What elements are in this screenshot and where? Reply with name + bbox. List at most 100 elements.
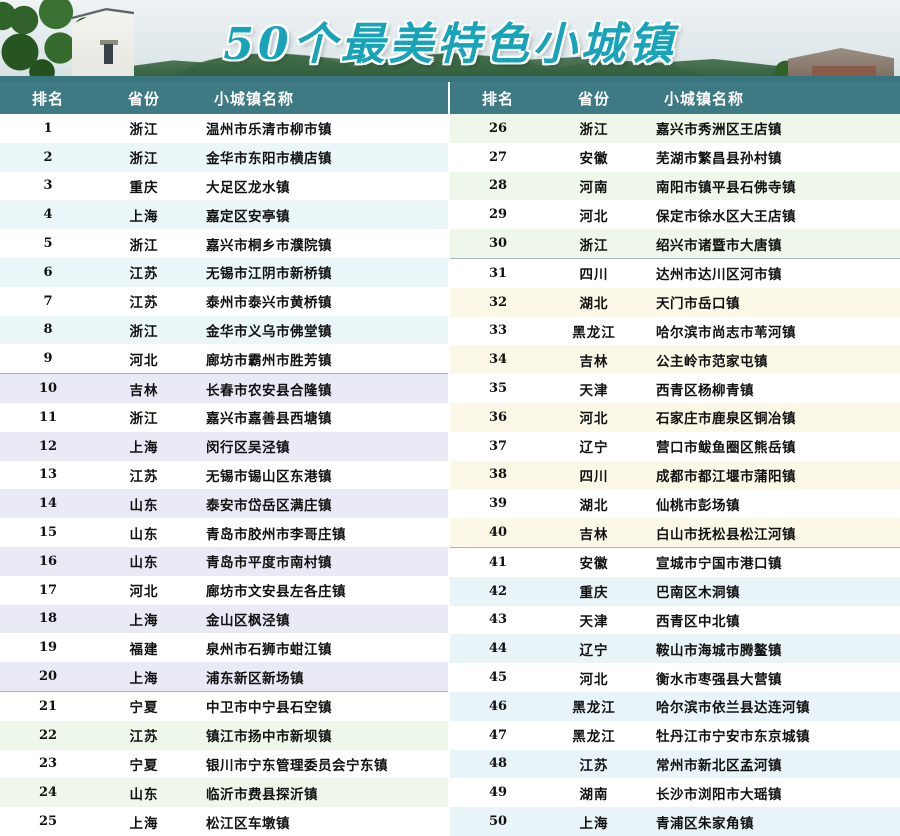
- cell-town: 哈尔滨市尚志市苇河镇: [656, 324, 796, 341]
- table-row[interactable]: 47 黑龙江 牡丹江市宁安市东京城镇: [450, 720, 900, 750]
- table-row[interactable]: 38 四川 成都市都江堰市蒲阳镇: [450, 460, 900, 490]
- table-body-right: 26 浙江 嘉兴市秀洲区王店镇 27 安徽 芜湖市繁昌县孙村镇 28 河南 南阳市镇平县石佛寺镇…: [450, 114, 900, 836]
- table-row[interactable]: 29 河北 保定市徐水区大王店镇: [450, 200, 900, 230]
- table-row[interactable]: 26 浙江 嘉兴市秀洲区王店镇: [450, 114, 900, 143]
- table-row[interactable]: 6 江苏 无锡市江阴市新桥镇: [0, 257, 448, 287]
- table-row[interactable]: 12 上海 闵行区吴泾镇: [0, 431, 448, 461]
- cell-province: 河北: [129, 352, 159, 369]
- table-row[interactable]: 21 宁夏 中卫市中宁县石空镇: [0, 691, 448, 721]
- column-header-town: 小城镇名称: [214, 89, 295, 108]
- table-row[interactable]: 1 浙江 温州市乐清市柳市镇: [0, 114, 448, 143]
- column-header-rank: 排名: [481, 89, 514, 108]
- cell-rank: 27: [488, 149, 508, 165]
- cell-rank: 6: [43, 264, 53, 280]
- table-row[interactable]: 35 天津 西青区杨柳青镇: [450, 374, 900, 403]
- cell-province: 江苏: [129, 729, 159, 746]
- cell-town: 青浦区朱家角镇: [656, 815, 754, 832]
- table-row[interactable]: 14 山东 泰安市岱岳区满庄镇: [0, 489, 448, 519]
- cell-town: 嘉兴市桐乡市濮院镇: [206, 237, 332, 254]
- table-row[interactable]: 31 四川 达州市达川区河市镇: [450, 258, 900, 288]
- table-row[interactable]: 32 湖北 天门市岳口镇: [450, 287, 900, 317]
- table-row[interactable]: 23 宁夏 银川市宁东管理委员会宁东镇: [0, 749, 448, 779]
- cell-rank: 36: [488, 409, 508, 425]
- cell-town: 牡丹江市宁安市东京城镇: [656, 729, 810, 746]
- cell-rank: 20: [38, 669, 58, 685]
- cell-rank: 49: [488, 785, 508, 801]
- table-row[interactable]: 30 浙江 绍兴市诸暨市大唐镇: [450, 229, 900, 259]
- table-row[interactable]: 27 安徽 芜湖市繁昌县孙村镇: [450, 142, 900, 172]
- table-row[interactable]: 33 黑龙江 哈尔滨市尚志市苇河镇: [450, 316, 900, 346]
- table-row[interactable]: 17 河北 廊坊市文安县左各庄镇: [0, 575, 448, 605]
- cell-town: 宣城市宁国市港口镇: [656, 556, 782, 573]
- cell-province: 河南: [579, 179, 609, 196]
- cell-province: 安徽: [579, 151, 609, 168]
- cell-town: 无锡市江阴市新桥镇: [206, 266, 332, 283]
- table-row[interactable]: 8 浙江 金华市义乌市佛堂镇: [0, 315, 448, 345]
- cell-province: 宁夏: [129, 700, 159, 717]
- cell-rank: 44: [488, 641, 508, 657]
- table-row[interactable]: 19 福建 泉州市石狮市蚶江镇: [0, 633, 448, 663]
- table-row[interactable]: 3 重庆 大足区龙水镇: [0, 171, 448, 201]
- table-row[interactable]: 46 黑龙江 哈尔滨市依兰县达连河镇: [450, 691, 900, 721]
- cell-rank: 50: [488, 814, 508, 830]
- table-row[interactable]: 36 河北 石家庄市鹿泉区铜冶镇: [450, 402, 900, 432]
- table-row[interactable]: 11 浙江 嘉兴市嘉善县西塘镇: [0, 402, 448, 432]
- cell-town: 临沂市费县探沂镇: [206, 786, 318, 803]
- cell-province: 上海: [129, 612, 159, 629]
- cell-province: 山东: [129, 497, 159, 514]
- cell-rank: 26: [488, 120, 508, 136]
- table-row[interactable]: 40 吉林 白山市抚松县松江河镇: [450, 518, 900, 548]
- table-row[interactable]: 42 重庆 巴南区木洞镇: [450, 576, 900, 606]
- cell-province: 辽宁: [579, 440, 609, 457]
- cell-town: 中卫市中宁县石空镇: [206, 700, 332, 717]
- table-row[interactable]: 37 辽宁 营口市鲅鱼圈区熊岳镇: [450, 431, 900, 461]
- cell-rank: 42: [488, 583, 508, 599]
- table-row[interactable]: 9 河北 廊坊市霸州市胜芳镇: [0, 344, 448, 375]
- cell-town: 绍兴市诸暨市大唐镇: [656, 237, 782, 254]
- cell-rank: 32: [488, 294, 508, 310]
- cell-town: 仙桃市彭场镇: [656, 497, 740, 514]
- cell-town: 泰州市泰兴市黄桥镇: [206, 295, 332, 312]
- table-row[interactable]: 25 上海 松江区车墩镇: [0, 807, 448, 836]
- cell-province: 辽宁: [579, 642, 609, 659]
- table-row[interactable]: 4 上海 嘉定区安亭镇: [0, 200, 448, 230]
- cell-town: 长春市农安县合隆镇: [206, 382, 332, 399]
- table-body-left: 1 浙江 温州市乐清市柳市镇 2 浙江 金华市东阳市横店镇 3 重庆 大足区龙水镇 4 上海 嘉定区安…: [0, 114, 448, 836]
- cell-town: 泰安市岱岳区满庄镇: [206, 497, 332, 514]
- table-row[interactable]: 24 山东 临沂市费县探沂镇: [0, 778, 448, 808]
- table-row[interactable]: 13 江苏 无锡市锡山区东港镇: [0, 460, 448, 490]
- cell-rank: 46: [488, 698, 508, 714]
- table-row[interactable]: 28 河南 南阳市镇平县石佛寺镇: [450, 171, 900, 201]
- table-row[interactable]: 41 安徽 宣城市宁国市港口镇: [450, 547, 900, 577]
- cell-rank: 35: [488, 381, 508, 397]
- table-row[interactable]: 5 浙江 嘉兴市桐乡市濮院镇: [0, 229, 448, 258]
- cell-town: 嘉兴市秀洲区王店镇: [656, 122, 782, 139]
- table-row[interactable]: 7 江苏 泰州市泰兴市黄桥镇: [0, 286, 448, 316]
- cell-rank: 30: [488, 236, 508, 252]
- cell-town: 金山区枫泾镇: [206, 612, 290, 629]
- cell-rank: 37: [488, 438, 508, 454]
- table-row[interactable]: 20 上海 浦东新区新场镇: [0, 662, 448, 692]
- cell-rank: 28: [488, 178, 508, 194]
- cell-town: 营口市鲅鱼圈区熊岳镇: [656, 440, 796, 457]
- table-row[interactable]: 39 湖北 仙桃市彭场镇: [450, 489, 900, 519]
- table-row[interactable]: 45 河北 衡水市枣强县大营镇: [450, 663, 900, 692]
- table-row[interactable]: 10 吉林 长春市农安县合隆镇: [0, 374, 448, 403]
- table-row[interactable]: 22 江苏 镇江市扬中市新坝镇: [0, 720, 448, 750]
- table-row[interactable]: 16 山东 青岛市平度市南村镇: [0, 546, 448, 576]
- table-row[interactable]: 43 天津 西青区中北镇: [450, 605, 900, 635]
- table-row[interactable]: 50 上海 青浦区朱家角镇: [450, 807, 900, 836]
- cell-rank: 25: [38, 814, 58, 830]
- table-row[interactable]: 44 辽宁 鞍山市海城市腾鳌镇: [450, 634, 900, 664]
- cell-province: 安徽: [579, 556, 609, 573]
- table-row[interactable]: 34 吉林 公主岭市范家屯镇: [450, 345, 900, 375]
- table-row[interactable]: 18 上海 金山区枫泾镇: [0, 604, 448, 634]
- table-row[interactable]: 2 浙江 金华市东阳市横店镇: [0, 142, 448, 172]
- table-row[interactable]: 49 湖南 长沙市浏阳市大瑶镇: [450, 778, 900, 808]
- cell-province: 浙江: [579, 122, 609, 139]
- cell-town: 南阳市镇平县石佛寺镇: [656, 179, 796, 196]
- table-row[interactable]: 15 山东 青岛市胶州市李哥庄镇: [0, 518, 448, 547]
- table-row[interactable]: 48 江苏 常州市新北区孟河镇: [450, 749, 900, 779]
- banner-bottom-accent: [0, 76, 900, 82]
- cell-town: 西青区中北镇: [656, 613, 740, 630]
